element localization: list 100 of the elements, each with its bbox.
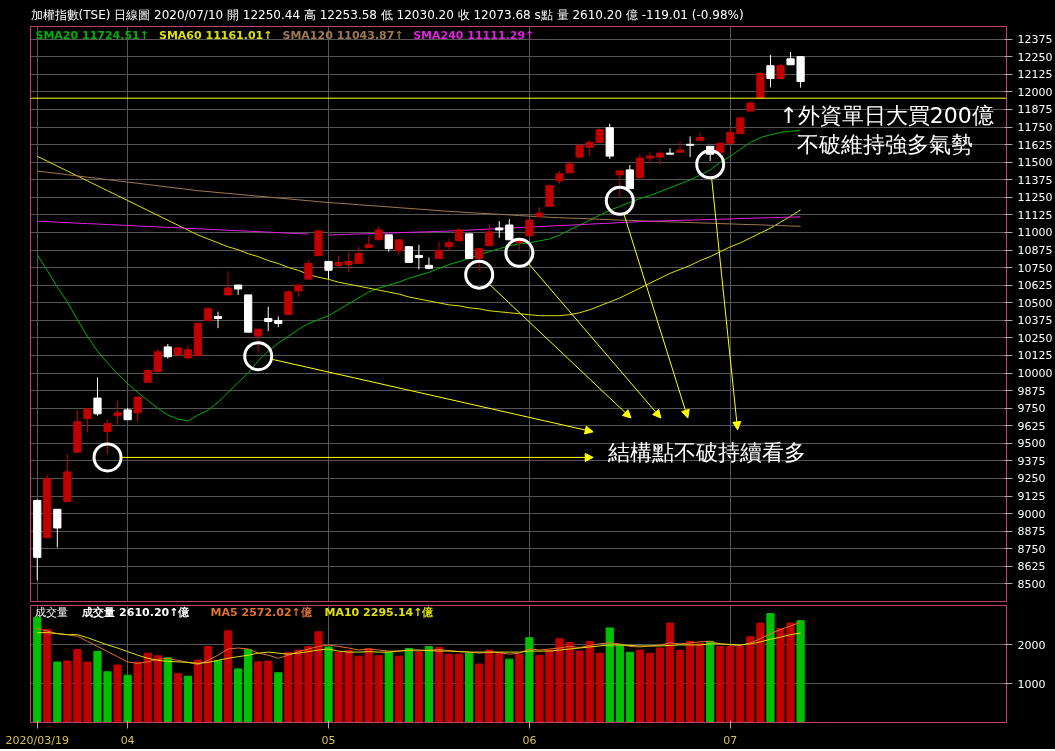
y-tick-label: 10750 xyxy=(1017,261,1053,275)
candlestick xyxy=(213,311,223,329)
y-tick-label: 12250 xyxy=(1017,50,1053,64)
bar xyxy=(434,646,444,723)
candlestick xyxy=(284,289,293,316)
bar xyxy=(384,651,393,723)
point xyxy=(695,149,726,180)
bar xyxy=(655,647,665,723)
y-tick-label: 12000 xyxy=(1017,85,1053,99)
y-tick-label: 11375 xyxy=(1017,173,1053,187)
bar xyxy=(213,660,223,723)
bar xyxy=(193,659,203,723)
candlestick xyxy=(93,376,102,417)
bar xyxy=(444,653,454,723)
bar xyxy=(645,652,655,723)
candlestick xyxy=(685,135,695,158)
bar xyxy=(404,647,413,723)
y-tick-label: 9000 xyxy=(1017,507,1046,521)
bar xyxy=(223,630,233,723)
bar xyxy=(123,674,132,723)
candlestick xyxy=(133,396,142,423)
bar xyxy=(625,651,634,723)
bar xyxy=(244,648,253,723)
y-tick-label: 10250 xyxy=(1017,331,1053,345)
bar xyxy=(234,668,243,723)
annotation: ↑外資單日大買200億 xyxy=(779,102,994,128)
y-tick-label: 9625 xyxy=(1017,419,1046,433)
y-tick-label: 10375 xyxy=(1017,314,1053,328)
point xyxy=(604,185,635,216)
candlestick xyxy=(434,241,444,259)
y-tick-label: 11250 xyxy=(1017,191,1053,205)
bar xyxy=(706,640,715,723)
text: SMA120 11043.87↑ xyxy=(282,28,404,42)
bar xyxy=(515,653,524,723)
candlestick xyxy=(424,256,434,270)
bar xyxy=(454,653,464,723)
y-tick-label: 8500 xyxy=(1017,577,1046,591)
text: SMA20 11724.51↑ xyxy=(35,28,149,42)
y-tick-label: 9375 xyxy=(1017,454,1046,468)
point xyxy=(504,237,535,268)
candlestick xyxy=(675,140,685,153)
bar xyxy=(53,661,62,723)
bar xyxy=(505,658,514,723)
y-tick-label: 10875 xyxy=(1017,244,1053,258)
candlestick xyxy=(234,284,243,296)
bar xyxy=(163,657,172,723)
text: SMA60 11161.01↑ xyxy=(158,28,273,42)
bar xyxy=(43,628,52,723)
bar xyxy=(424,645,434,723)
bar xyxy=(254,661,263,723)
candlestick xyxy=(665,147,675,155)
point xyxy=(464,259,495,290)
x-tick-label: 07 xyxy=(723,733,738,747)
bar xyxy=(485,649,494,723)
line-series xyxy=(36,621,802,665)
bar xyxy=(605,627,614,723)
bar xyxy=(324,646,333,723)
bar xyxy=(203,645,213,723)
y-tick-label: 11625 xyxy=(1017,138,1053,152)
bar xyxy=(525,637,534,723)
y-tick-label: 12125 xyxy=(1017,68,1053,82)
bar xyxy=(796,620,805,723)
candlestick xyxy=(113,400,122,426)
y-tick-label: 9125 xyxy=(1017,490,1046,504)
y-tick-label: 8750 xyxy=(1017,542,1046,556)
bar xyxy=(394,655,403,723)
x-tick-label: 05 xyxy=(321,733,336,747)
bar xyxy=(113,664,122,723)
chart-title: 加權指數(TSE) 日線圖 2020/07/10 開 12250.44 高 12253.58 低 12030.20 收 12073.68 s點 量 2610.20 億 -119.01 (-0.98%) xyxy=(30,7,744,22)
bar xyxy=(414,651,424,723)
candlestick xyxy=(475,248,484,272)
candlestick xyxy=(83,408,92,434)
point xyxy=(243,341,274,372)
bar xyxy=(665,622,675,723)
candlestick xyxy=(304,259,313,280)
bar xyxy=(465,652,474,723)
candlestick xyxy=(485,223,494,247)
candlestick xyxy=(254,328,263,354)
bar xyxy=(274,672,283,723)
bar xyxy=(475,663,484,723)
y-tick-label: 9750 xyxy=(1017,402,1046,416)
bar xyxy=(173,673,182,723)
bar xyxy=(696,643,705,723)
line-series xyxy=(36,170,802,227)
annotation: 不破維持強多氣勢 xyxy=(797,131,974,157)
y-tick-label: 2000 xyxy=(1017,638,1046,652)
y-tick-label: 8625 xyxy=(1017,560,1046,574)
bar xyxy=(685,640,695,723)
bar xyxy=(183,675,193,723)
candlestick xyxy=(766,54,775,88)
bar xyxy=(495,651,504,723)
y-tick-label: 11500 xyxy=(1017,156,1053,170)
candlestick xyxy=(635,153,644,179)
line-series xyxy=(36,632,802,664)
candlestick xyxy=(444,238,454,252)
chart-subtitle: 成交量 2610.20↑億 xyxy=(81,605,191,619)
y-tick-label: 9875 xyxy=(1017,384,1046,398)
text: MA10 2295.14↑億 xyxy=(324,605,435,619)
bar xyxy=(33,616,42,723)
annotation: 結構點不破持續看多 xyxy=(607,440,807,466)
